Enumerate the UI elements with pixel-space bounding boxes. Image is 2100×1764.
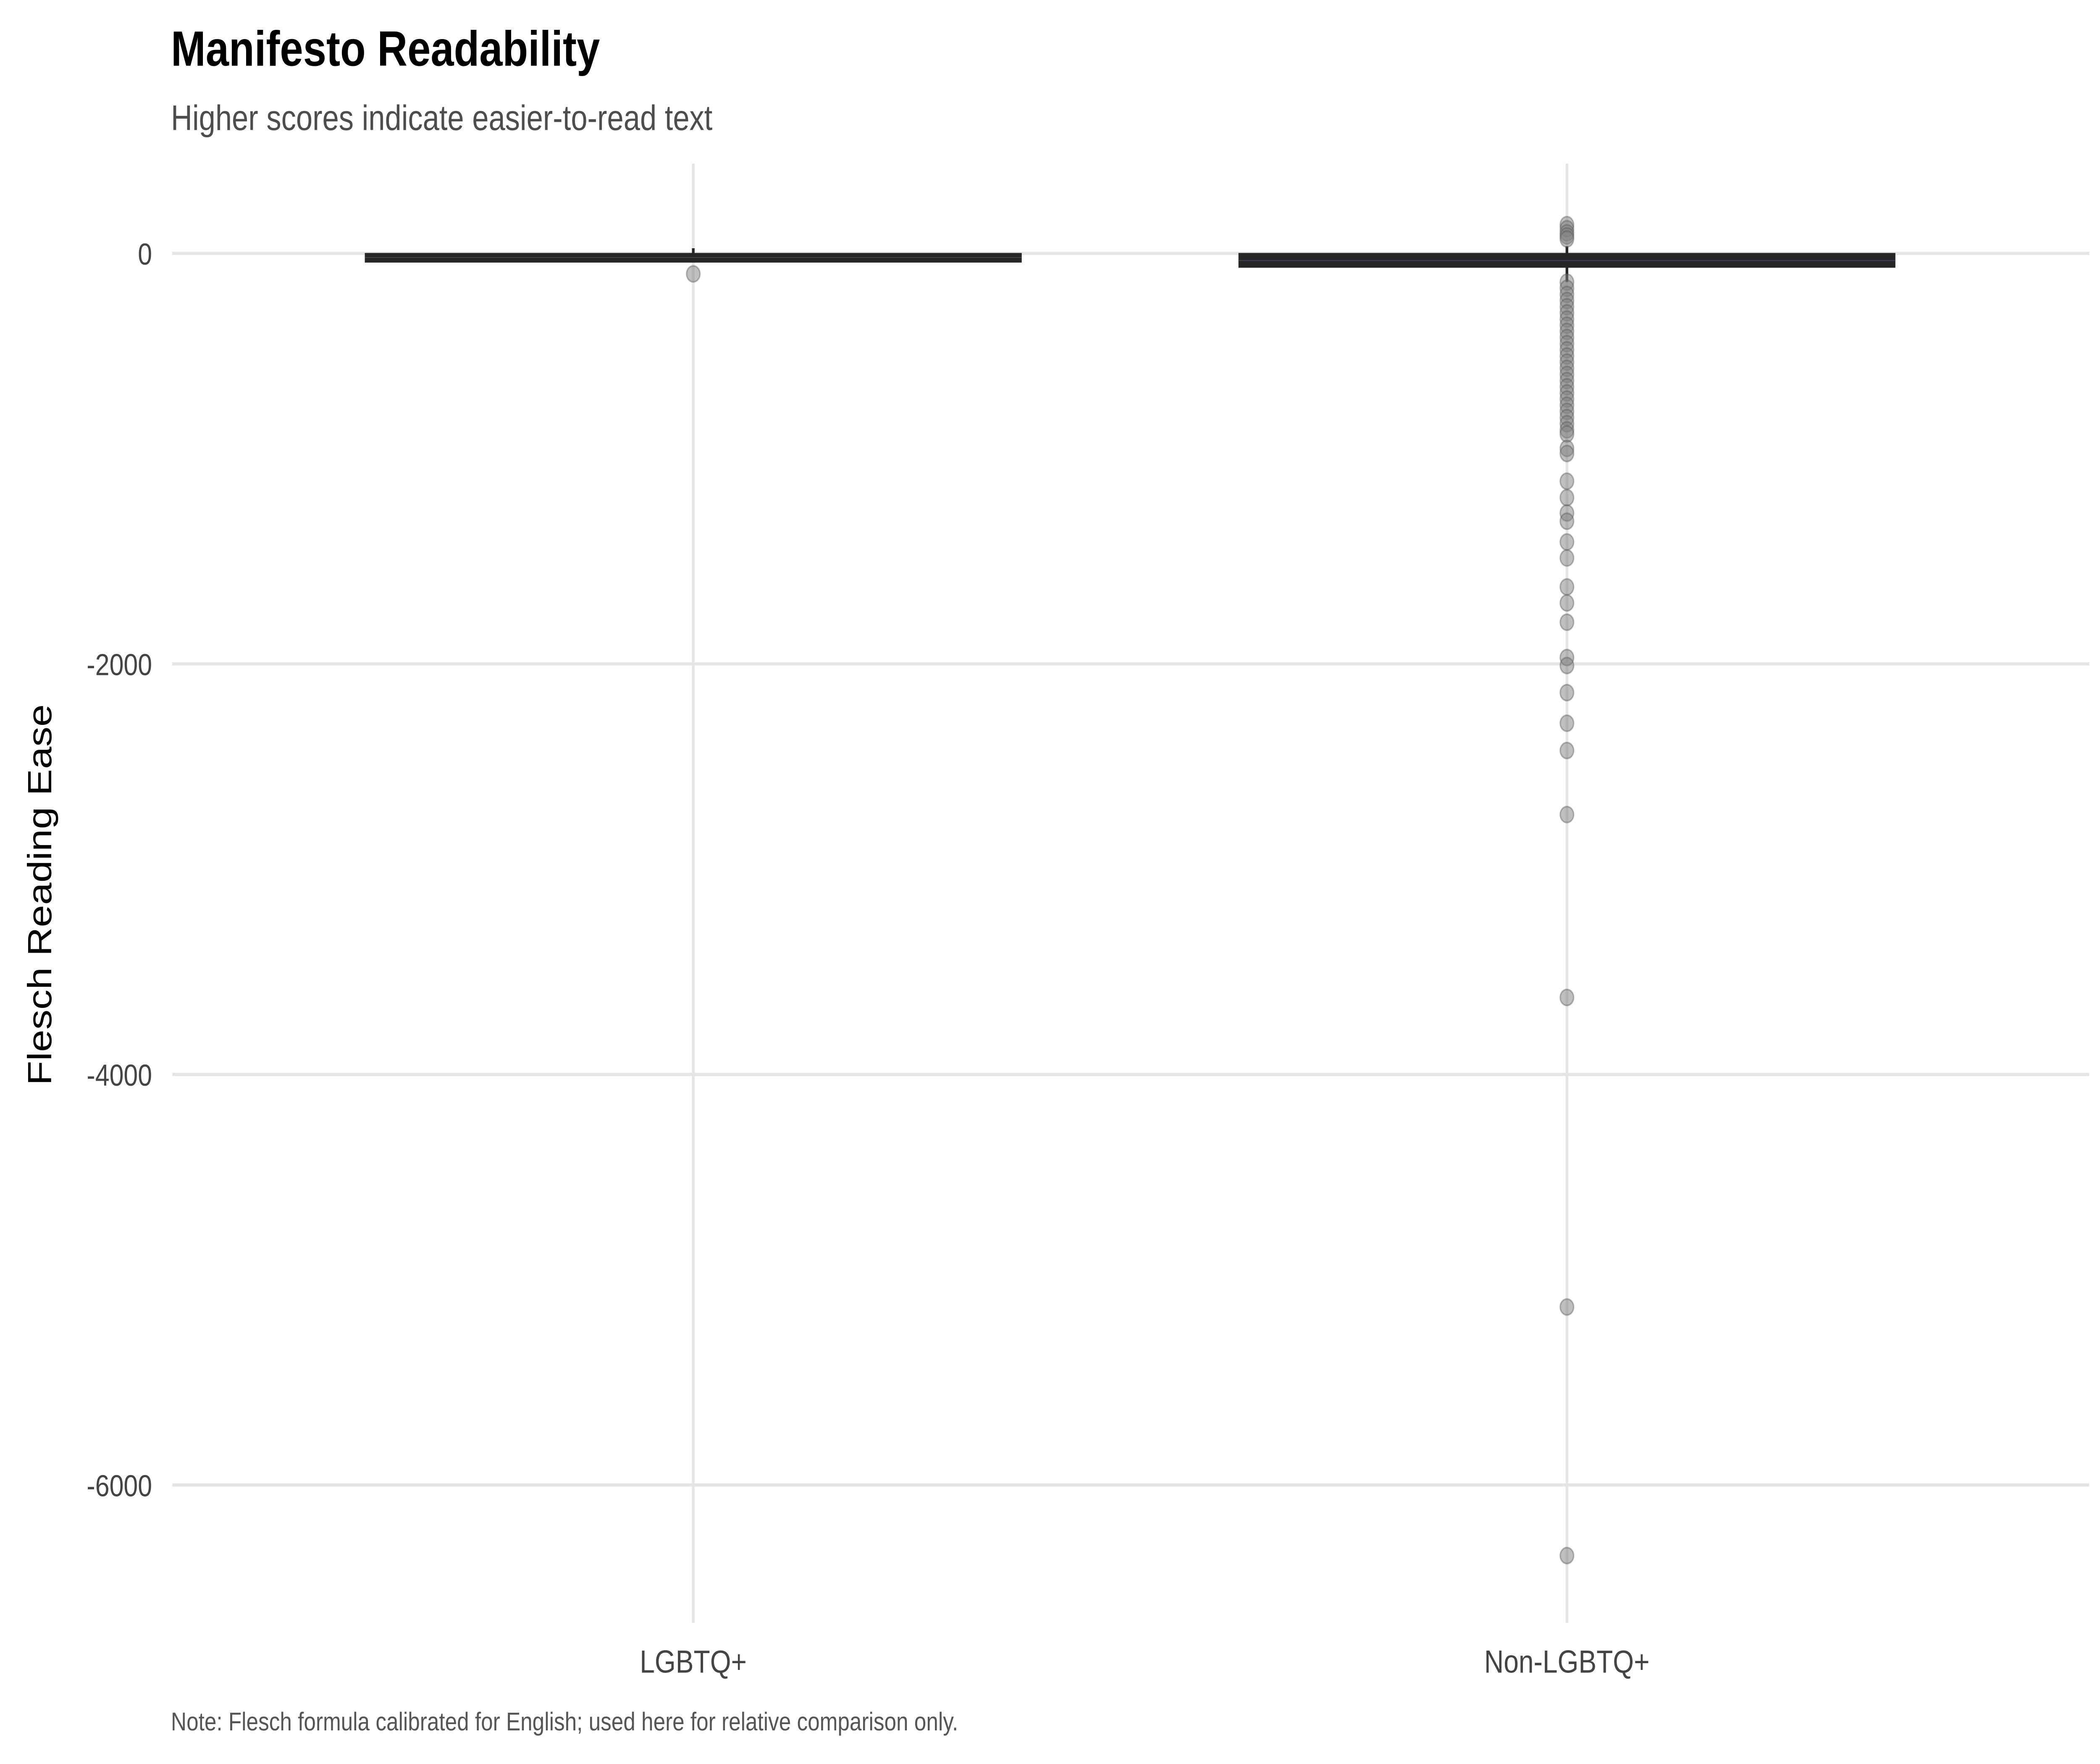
grid-layer [172, 163, 2090, 1623]
outlier-point [1559, 444, 1575, 462]
outlier-point [1559, 806, 1575, 824]
chart-title: Manifesto Readability [171, 21, 600, 76]
outlier-point [1559, 594, 1575, 612]
outlier-point [1559, 613, 1575, 631]
outlier-point [1559, 230, 1575, 248]
outlier-point [1559, 1298, 1575, 1316]
outlier-point [1559, 1546, 1575, 1564]
outlier-point [1559, 714, 1575, 732]
outlier-point [1559, 578, 1575, 596]
x-tick-label: LGBTQ+ [640, 1643, 747, 1680]
chart-caption: Note: Flesch formula calibrated for Engl… [171, 1707, 958, 1736]
outlier-point [1559, 512, 1575, 530]
outlier-point [1559, 656, 1575, 675]
outlier-point [1559, 684, 1575, 702]
outlier-point [1559, 533, 1575, 551]
y-tick-label: -2000 [87, 648, 152, 682]
labels-layer: 0 -2000 -4000 -6000 LGBTQ+ Non-LGBTQ+ [87, 237, 1649, 1680]
x-tick-label: Non-LGBTQ+ [1484, 1643, 1650, 1680]
outlier-point [1559, 741, 1575, 759]
outlier-point [1559, 472, 1575, 490]
outlier-point [1559, 988, 1575, 1006]
chart-subtitle: Higher scores indicate easier-to-read te… [171, 99, 712, 138]
y-tick-label: -4000 [87, 1058, 152, 1092]
boxes-layer [365, 246, 1895, 282]
outlier-point [1559, 488, 1575, 507]
y-axis-label: Flesch Reading Ease [21, 704, 58, 1085]
outlier-point [1559, 549, 1575, 567]
points-layer [686, 215, 1575, 1564]
outlier-point [686, 265, 701, 283]
y-tick-label: 0 [138, 237, 152, 271]
y-tick-label: -6000 [87, 1469, 152, 1503]
